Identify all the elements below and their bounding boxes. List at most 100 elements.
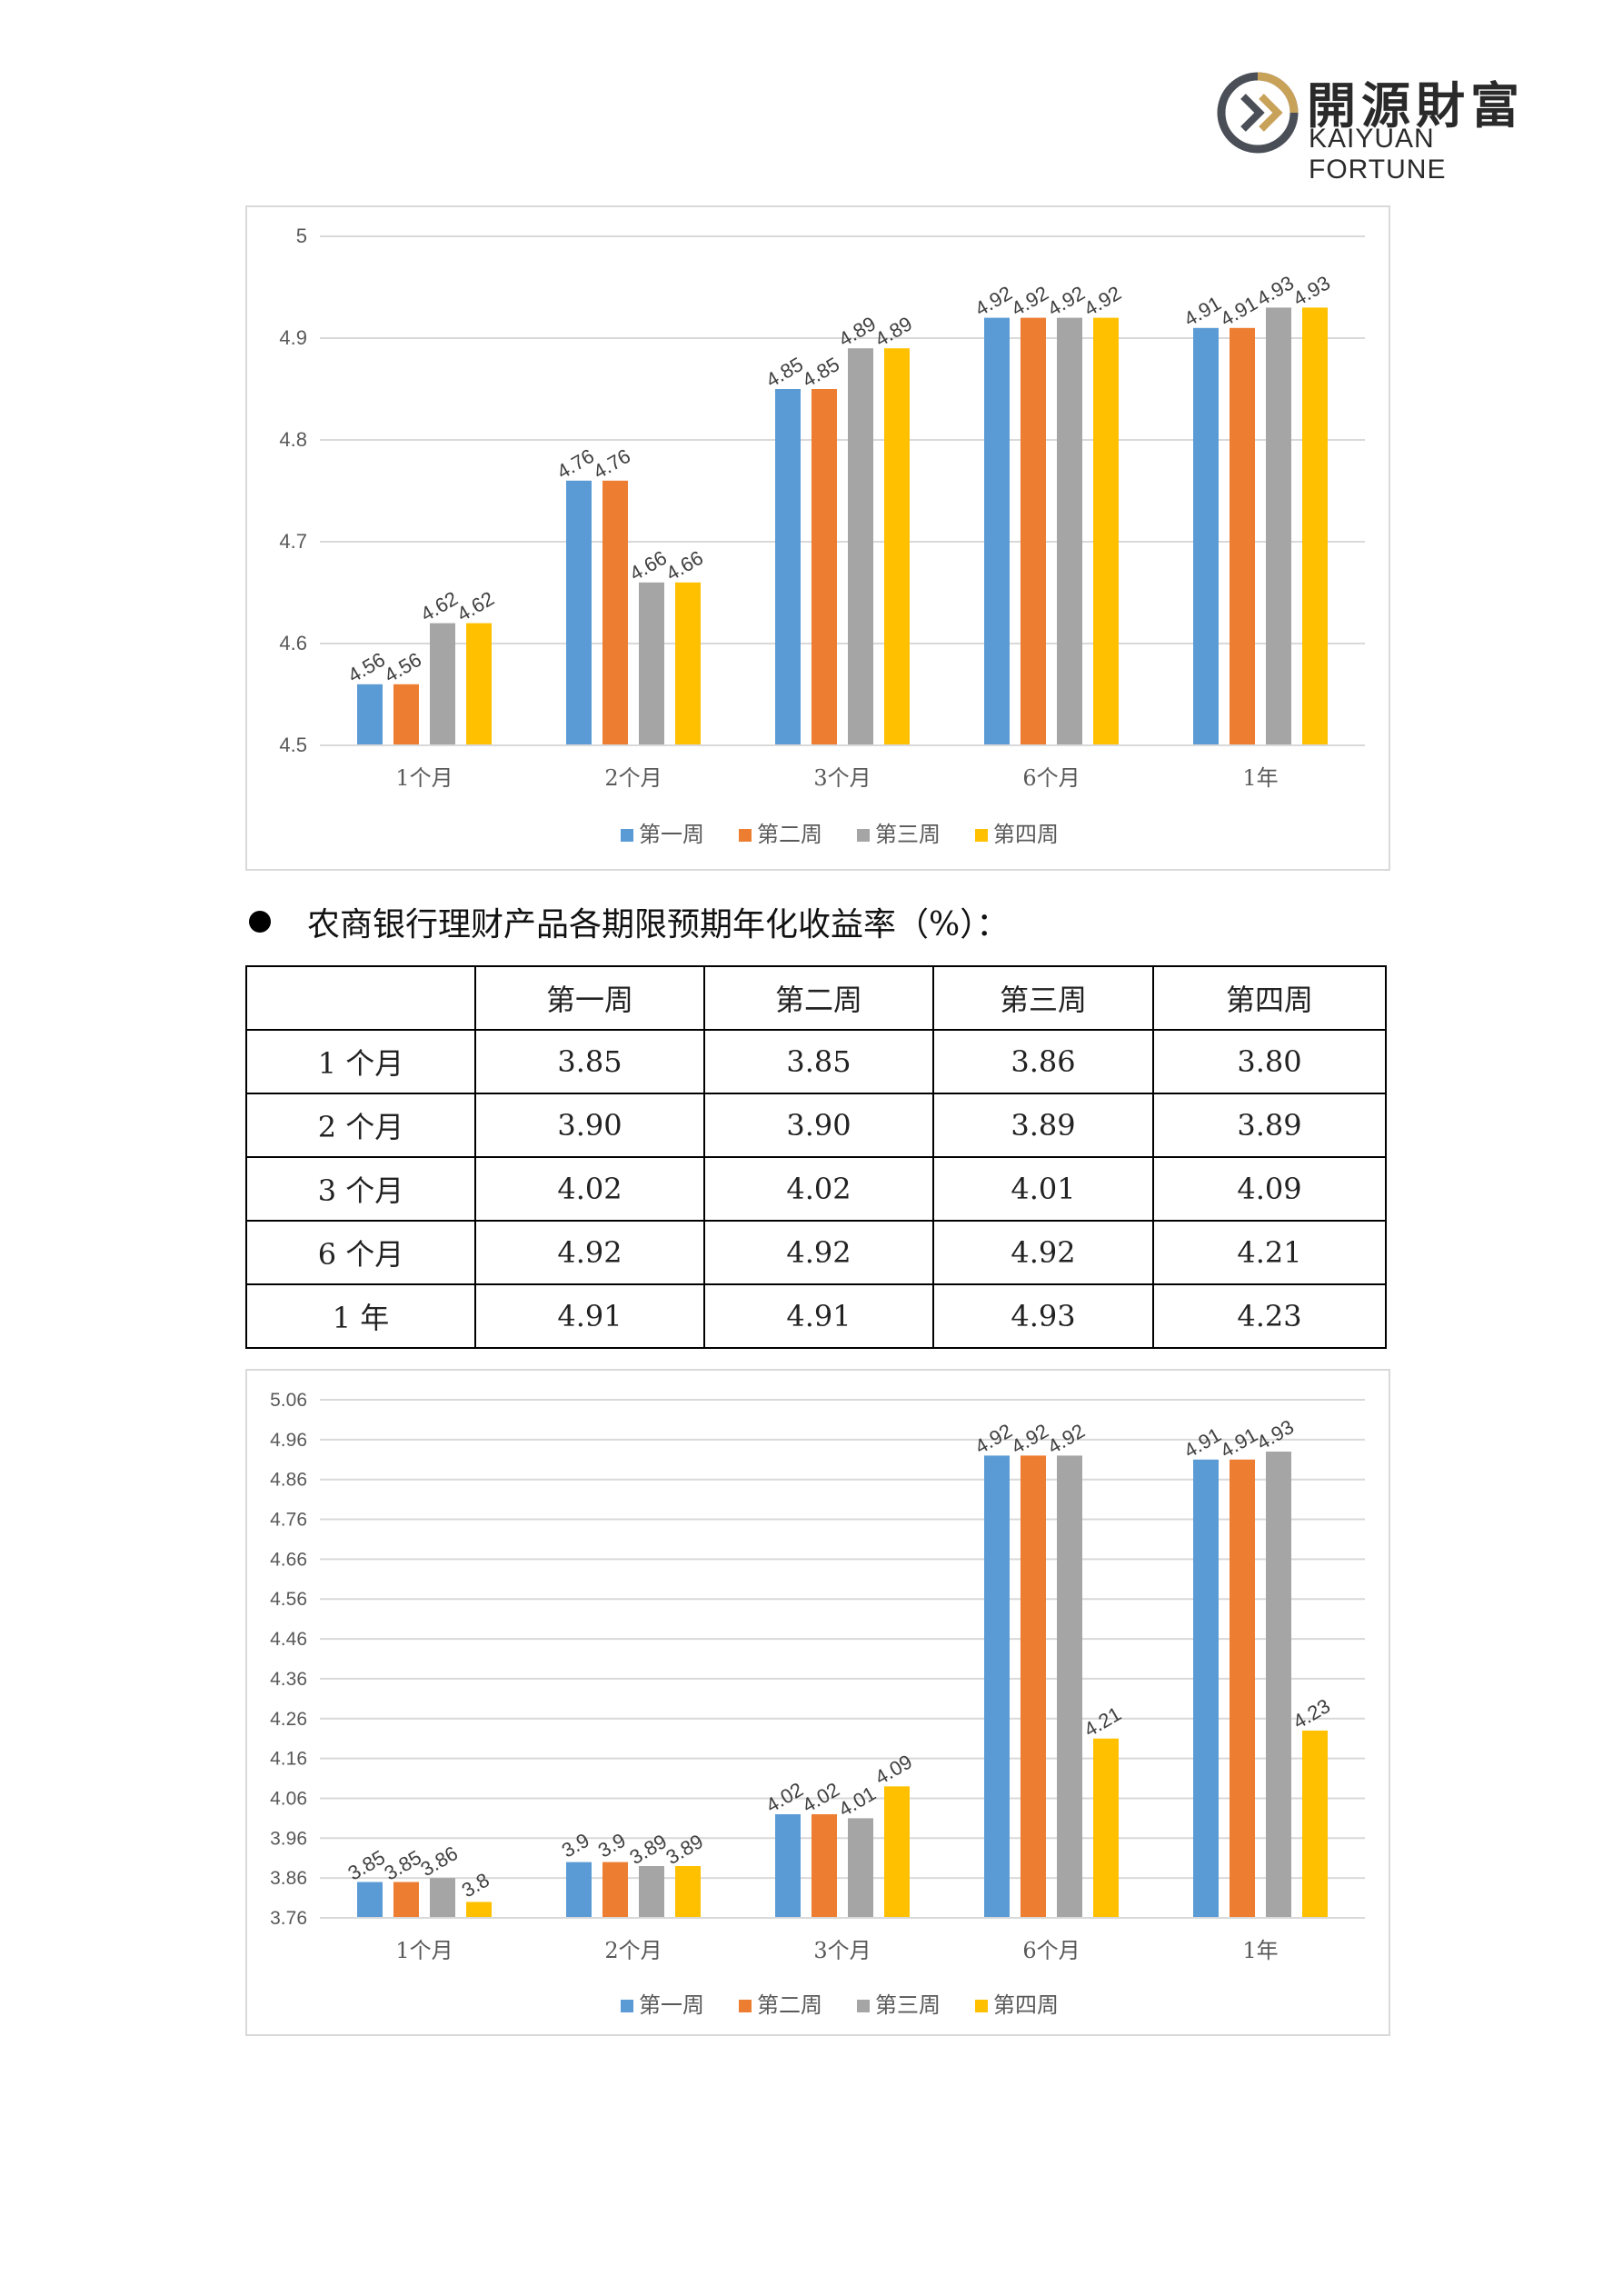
- brand-name-en: KAIYUAN FORTUNE: [1309, 124, 1447, 185]
- bar: [984, 1455, 1010, 1918]
- bar: [357, 684, 383, 745]
- bar: [675, 582, 701, 745]
- table-header-cell: 第一周: [474, 965, 705, 1031]
- data-label: 4.92: [1080, 282, 1125, 321]
- data-label: 3.89: [662, 1830, 707, 1869]
- bar: [775, 389, 801, 745]
- y-tick-label: 4.56: [270, 1589, 307, 1610]
- table-cell: 4.93: [932, 1283, 1154, 1349]
- table-cell: 3.85: [474, 1029, 705, 1094]
- legend-label: 第四周: [993, 1992, 1059, 2018]
- table-cell: 3.80: [1152, 1029, 1387, 1094]
- data-label: 4.62: [453, 587, 498, 626]
- table-row-label: 1 个月: [245, 1029, 476, 1094]
- bar: [1021, 1455, 1046, 1918]
- table-cell: 3.89: [932, 1093, 1154, 1158]
- bar: [566, 480, 592, 745]
- bar: [812, 389, 837, 745]
- table-header-cell: 第二周: [703, 965, 934, 1031]
- bar: [1266, 307, 1291, 745]
- x-tick-label: 6个月: [1022, 765, 1080, 791]
- bar: [675, 1866, 701, 1918]
- y-tick-label: 4.36: [270, 1669, 307, 1690]
- legend-swatch: [739, 829, 752, 842]
- chart-top-svg: 4.54.64.74.84.954.564.564.624.621个月4.764…: [279, 225, 1365, 847]
- bar: [1302, 307, 1328, 745]
- table-cell: 4.01: [932, 1156, 1154, 1222]
- table-cell: 4.92: [703, 1220, 934, 1285]
- bar: [1193, 327, 1219, 745]
- data-label: 3.8: [458, 1868, 493, 1902]
- y-tick-label: 5.06: [270, 1390, 307, 1411]
- y-tick-label: 4.26: [270, 1709, 307, 1730]
- table-cell: 3.86: [932, 1029, 1154, 1094]
- bar: [848, 348, 873, 745]
- table-cell: 4.09: [1152, 1156, 1387, 1222]
- table-cell: 3.90: [703, 1093, 934, 1158]
- table-row: 1 个月 3.85 3.85 3.86 3.80: [245, 1029, 1387, 1094]
- table-row: 3 个月 4.02 4.02 4.01 4.09: [245, 1156, 1387, 1222]
- table-cell: 3.90: [474, 1093, 705, 1158]
- data-label: 4.92: [1043, 1419, 1089, 1458]
- table-cell: 4.92: [474, 1220, 705, 1285]
- y-tick-label: 4.66: [270, 1549, 307, 1570]
- bar: [1193, 1459, 1219, 1918]
- legend-swatch: [739, 2000, 752, 2012]
- bar: [639, 582, 664, 745]
- data-label: 3.86: [416, 1842, 462, 1881]
- x-tick-label: 1个月: [395, 1938, 453, 1963]
- table-cell: 4.02: [474, 1156, 705, 1222]
- data-label: 4.91: [1216, 1423, 1261, 1462]
- bar: [848, 1818, 873, 1918]
- data-label: 4.56: [380, 648, 425, 687]
- table-cell: 4.91: [474, 1283, 705, 1349]
- data-label: 4.02: [798, 1778, 843, 1817]
- legend-label: 第一周: [639, 822, 704, 847]
- bar: [1230, 327, 1255, 745]
- data-label: 4.23: [1289, 1694, 1334, 1733]
- data-label: 4.01: [834, 1782, 880, 1821]
- legend-label: 第三周: [875, 822, 941, 847]
- y-tick-label: 4.5: [279, 734, 307, 756]
- bar: [984, 317, 1010, 745]
- bar: [430, 623, 455, 745]
- table-header-row: 第一周 第二周 第三周 第四周: [245, 965, 1387, 1031]
- data-label: 4.85: [798, 353, 843, 392]
- legend-swatch: [857, 829, 870, 842]
- bar: [357, 1882, 383, 1918]
- legend-label: 第四周: [993, 822, 1059, 847]
- y-tick-label: 4.06: [270, 1788, 307, 1809]
- data-label: 4.89: [871, 312, 916, 351]
- legend-label: 第二周: [757, 822, 822, 847]
- y-tick-label: 4.96: [270, 1430, 307, 1451]
- x-tick-label: 3个月: [813, 1938, 871, 1963]
- y-tick-label: 4.8: [279, 428, 307, 451]
- legend-swatch: [975, 2000, 988, 2012]
- y-tick-label: 4.86: [270, 1470, 307, 1491]
- bar: [1302, 1730, 1328, 1918]
- y-tick-label: 4.9: [279, 326, 307, 349]
- bar: [884, 348, 910, 745]
- bar: [1093, 317, 1119, 745]
- legend-swatch: [857, 2000, 870, 2012]
- x-tick-label: 1年: [1242, 1938, 1278, 1963]
- y-tick-label: 3.76: [270, 1908, 307, 1929]
- bar: [393, 684, 419, 745]
- table-row: 1 年 4.91 4.91 4.93 4.23: [245, 1283, 1387, 1349]
- table-row-label: 3 个月: [245, 1156, 476, 1222]
- table-cell: 4.91: [703, 1283, 934, 1349]
- y-tick-label: 4.16: [270, 1749, 307, 1770]
- data-label: 4.93: [1289, 271, 1334, 310]
- table-row-label: 1 年: [245, 1283, 476, 1349]
- legend-label: 第三周: [875, 1992, 941, 2018]
- data-label: 3.9: [558, 1829, 593, 1862]
- bar: [566, 1862, 592, 1918]
- x-tick-label: 2个月: [604, 765, 662, 791]
- bar: [1093, 1738, 1119, 1918]
- brand-name-cn: 開源財富: [1307, 77, 1525, 135]
- x-tick-label: 3个月: [813, 765, 871, 791]
- legend-swatch: [621, 2000, 633, 2012]
- table-cell: 3.89: [1152, 1093, 1387, 1158]
- bar: [1057, 1455, 1082, 1918]
- bar: [884, 1786, 910, 1918]
